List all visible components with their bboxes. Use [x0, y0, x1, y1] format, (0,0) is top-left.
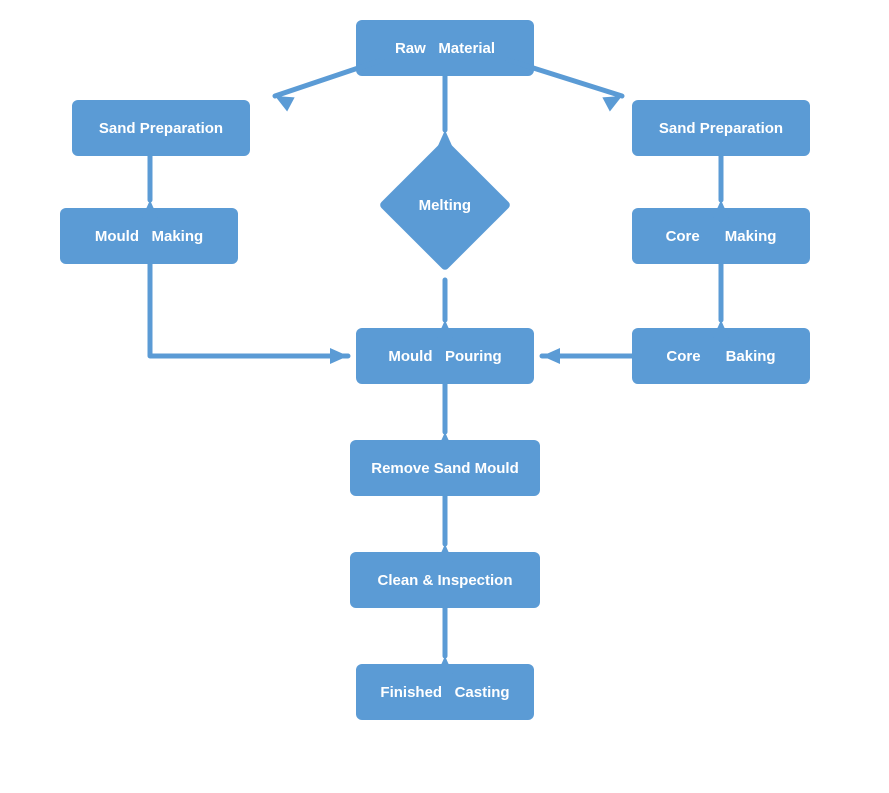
node-melting-label: Melting: [419, 197, 472, 214]
node-clean-inspection: Clean & Inspection: [350, 552, 540, 608]
node-finished-casting: Finished Casting: [356, 664, 534, 720]
arrowhead-raw_material-to-sand_prep_left: [271, 89, 294, 112]
node-sand-preparation-left: Sand Preparation: [72, 100, 250, 156]
node-mould-pouring: Mould Pouring: [356, 328, 534, 384]
arrowhead-raw_material-to-sand_prep_right: [602, 89, 625, 112]
edge-mould_making-to-mould_pouring: [150, 264, 348, 356]
arrowhead-core_baking-to-mould_pouring: [542, 348, 560, 364]
node-mould-making: Mould Making: [60, 208, 238, 264]
arrowhead-mould_making-to-mould_pouring: [330, 348, 348, 364]
node-core-baking: Core Baking: [632, 328, 810, 384]
node-remove-sand-mould: Remove Sand Mould: [350, 440, 540, 496]
node-sand-preparation-right: Sand Preparation: [632, 100, 810, 156]
flowchart-canvas: Raw Material Sand Preparation Sand Prepa…: [0, 0, 889, 793]
node-raw-material: Raw Material: [356, 20, 534, 76]
node-core-making: Core Making: [632, 208, 810, 264]
node-melting: Melting: [379, 139, 512, 272]
